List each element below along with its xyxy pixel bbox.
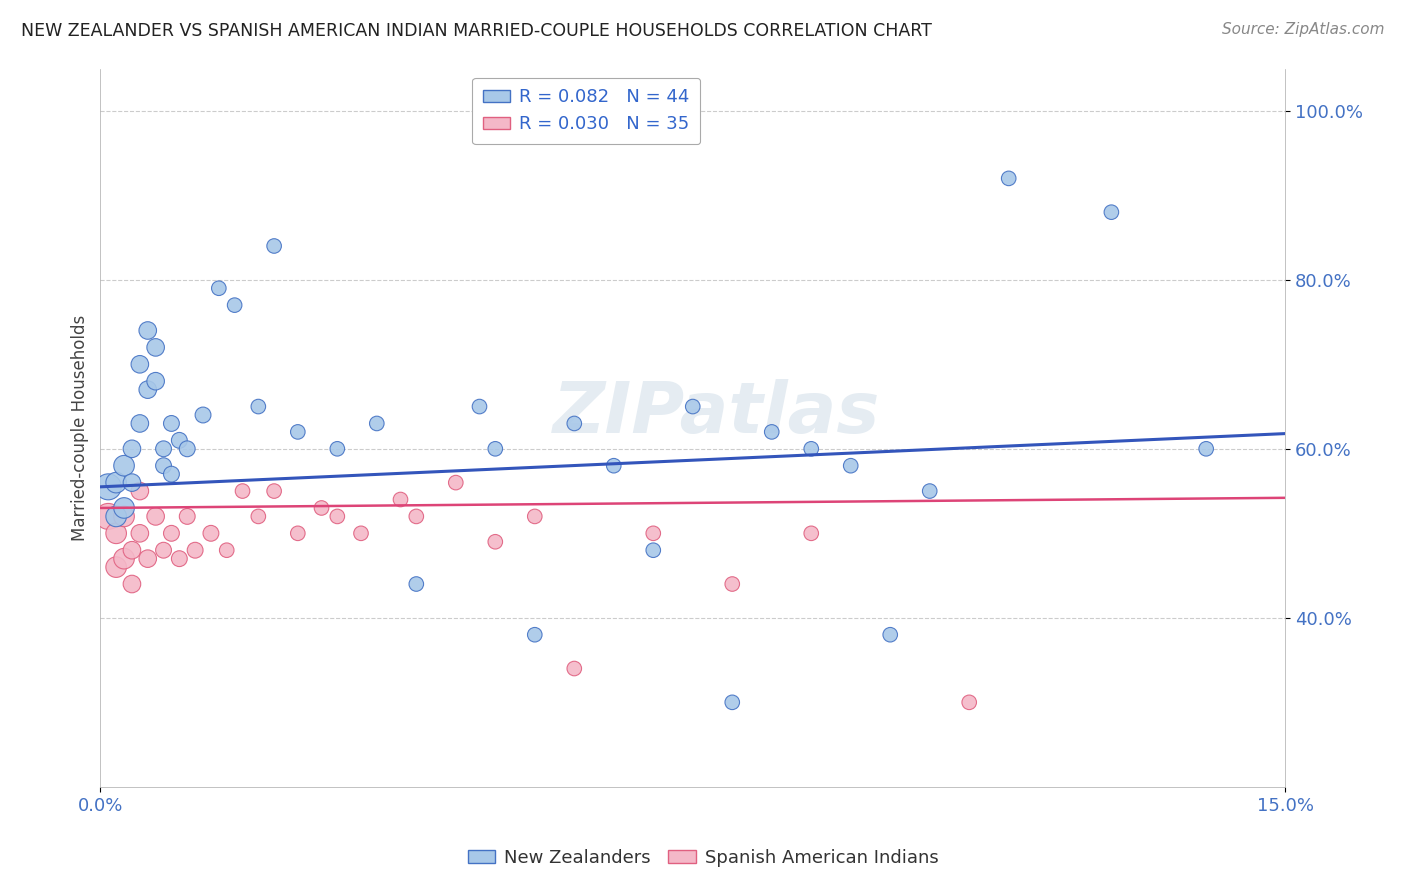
Point bbox=[128, 484, 150, 499]
Point bbox=[152, 458, 174, 473]
Point bbox=[136, 551, 159, 566]
Point bbox=[1195, 442, 1218, 456]
Y-axis label: Married-couple Households: Married-couple Households bbox=[72, 315, 89, 541]
Point bbox=[215, 543, 238, 558]
Point bbox=[152, 543, 174, 558]
Point bbox=[145, 374, 167, 388]
Point bbox=[1099, 205, 1122, 219]
Point bbox=[105, 526, 128, 541]
Point bbox=[224, 298, 246, 312]
Point bbox=[287, 425, 309, 439]
Point bbox=[839, 458, 862, 473]
Point bbox=[160, 526, 183, 541]
Point bbox=[145, 340, 167, 354]
Point bbox=[484, 442, 506, 456]
Point bbox=[112, 458, 135, 473]
Point bbox=[562, 417, 585, 431]
Point bbox=[643, 543, 665, 558]
Point bbox=[263, 239, 285, 253]
Point bbox=[247, 509, 270, 524]
Point bbox=[311, 500, 333, 515]
Point bbox=[326, 509, 349, 524]
Point bbox=[287, 526, 309, 541]
Point bbox=[997, 171, 1019, 186]
Point bbox=[523, 509, 546, 524]
Point bbox=[957, 695, 980, 709]
Point bbox=[169, 434, 191, 448]
Point bbox=[468, 400, 491, 414]
Point bbox=[145, 509, 167, 524]
Point bbox=[603, 458, 626, 473]
Point bbox=[105, 475, 128, 490]
Point bbox=[231, 484, 253, 499]
Legend: R = 0.082   N = 44, R = 0.030   N = 35: R = 0.082 N = 44, R = 0.030 N = 35 bbox=[472, 78, 700, 145]
Point bbox=[326, 442, 349, 456]
Point bbox=[247, 400, 270, 414]
Point bbox=[200, 526, 222, 541]
Point bbox=[643, 526, 665, 541]
Point bbox=[136, 324, 159, 338]
Point bbox=[136, 383, 159, 397]
Point bbox=[121, 442, 143, 456]
Point bbox=[918, 484, 941, 499]
Point bbox=[176, 509, 198, 524]
Point bbox=[800, 526, 823, 541]
Point bbox=[121, 475, 143, 490]
Text: Source: ZipAtlas.com: Source: ZipAtlas.com bbox=[1222, 22, 1385, 37]
Point bbox=[184, 543, 207, 558]
Point bbox=[169, 551, 191, 566]
Point bbox=[721, 577, 744, 591]
Text: NEW ZEALANDER VS SPANISH AMERICAN INDIAN MARRIED-COUPLE HOUSEHOLDS CORRELATION C: NEW ZEALANDER VS SPANISH AMERICAN INDIAN… bbox=[21, 22, 932, 40]
Point bbox=[366, 417, 388, 431]
Point bbox=[128, 357, 150, 371]
Point bbox=[105, 509, 128, 524]
Point bbox=[105, 560, 128, 574]
Point bbox=[176, 442, 198, 456]
Legend: New Zealanders, Spanish American Indians: New Zealanders, Spanish American Indians bbox=[460, 842, 946, 874]
Point bbox=[800, 442, 823, 456]
Point bbox=[562, 661, 585, 675]
Point bbox=[160, 417, 183, 431]
Point bbox=[682, 400, 704, 414]
Point bbox=[879, 628, 901, 642]
Point bbox=[484, 534, 506, 549]
Point bbox=[128, 417, 150, 431]
Point bbox=[112, 500, 135, 515]
Point bbox=[121, 577, 143, 591]
Point bbox=[263, 484, 285, 499]
Point bbox=[405, 509, 427, 524]
Text: ZIPatlas: ZIPatlas bbox=[553, 379, 880, 448]
Point bbox=[444, 475, 467, 490]
Point bbox=[121, 543, 143, 558]
Point bbox=[112, 551, 135, 566]
Point bbox=[721, 695, 744, 709]
Point bbox=[152, 442, 174, 456]
Point bbox=[128, 526, 150, 541]
Point bbox=[208, 281, 231, 295]
Point bbox=[191, 408, 214, 422]
Point bbox=[761, 425, 783, 439]
Point bbox=[112, 509, 135, 524]
Point bbox=[405, 577, 427, 591]
Point bbox=[350, 526, 373, 541]
Point bbox=[523, 628, 546, 642]
Point bbox=[97, 509, 120, 524]
Point bbox=[160, 467, 183, 482]
Point bbox=[389, 492, 412, 507]
Point bbox=[97, 480, 120, 494]
